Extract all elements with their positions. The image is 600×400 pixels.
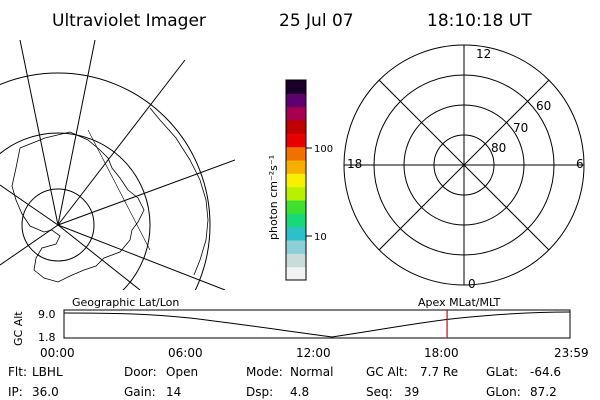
glat-value: -64.6 xyxy=(530,365,561,379)
altitude-timeline: Geographic Lat/Lon Apex MLat/MLT GC Alt … xyxy=(12,296,589,360)
polar-label-18: 18 xyxy=(347,157,362,171)
longitude-line xyxy=(57,224,226,290)
gcalt-label: GC Alt: xyxy=(366,365,408,379)
glon-value: 87.2 xyxy=(530,385,557,399)
mode-label: Mode: xyxy=(246,365,283,379)
colorbar-tick-10: 10 xyxy=(314,232,327,243)
colorbar-swatch xyxy=(286,80,306,94)
timeline-tick-0: 00:00 xyxy=(40,346,75,360)
colorbar-swatch xyxy=(286,213,306,228)
colorbar-swatch xyxy=(286,200,306,214)
polar-label-60: 60 xyxy=(536,99,551,113)
time-label: 18:10:18 UT xyxy=(427,11,532,31)
polar-label-80: 80 xyxy=(491,141,506,155)
colorbar-swatch xyxy=(286,133,306,148)
polar-label-0: 0 xyxy=(468,277,476,291)
polar-axis-diagonal xyxy=(378,79,550,251)
filter-value: LBHL xyxy=(32,365,63,379)
colorbar-swatch xyxy=(286,120,306,134)
longitude-line xyxy=(57,159,235,226)
colorbar-tick-100: 100 xyxy=(314,144,333,155)
longitude-line xyxy=(57,224,141,290)
polar-plot xyxy=(343,44,585,286)
longitude-line xyxy=(57,59,186,226)
colorbar-swatch xyxy=(286,240,306,254)
gain-value: 14 xyxy=(166,385,181,399)
glat-label: GLat: xyxy=(486,365,518,379)
timeline-tick-4: 23:59 xyxy=(554,346,589,360)
polar-label-70: 70 xyxy=(513,121,528,135)
continent-outline xyxy=(11,131,145,283)
colorbar-swatch xyxy=(286,93,306,108)
color-bar: 100 10 photon cm⁻²s⁻¹ xyxy=(267,79,333,281)
coastline xyxy=(149,107,209,276)
polar-label-6: 6 xyxy=(576,157,584,171)
seq-value: 39 xyxy=(404,385,419,399)
timeline-ymax: 9.0 xyxy=(38,308,56,321)
longitude-line xyxy=(19,40,59,226)
colorbar-swatch xyxy=(286,173,306,188)
gain-label: Gain: xyxy=(124,385,156,399)
timeline-right-caption: Apex MLat/MLT xyxy=(418,296,501,309)
dsp-value: 4.8 xyxy=(290,385,309,399)
longitude-line xyxy=(0,224,59,266)
colorbar-swatch xyxy=(286,146,306,161)
gcalt-value: 7.7 Re xyxy=(420,365,458,379)
timeline-tick-3: 18:00 xyxy=(424,346,459,360)
timeline-left-caption: Geographic Lat/Lon xyxy=(72,296,179,309)
latitude-circle xyxy=(0,132,151,290)
parameter-footer: Flt: LBHL Door: Open Mode: Normal GC Alt… xyxy=(8,365,561,399)
colorbar-swatch xyxy=(286,266,306,281)
colorbar-swatch xyxy=(286,226,306,241)
colorbar-swatch xyxy=(286,160,306,174)
date-label: 25 Jul 07 xyxy=(279,11,354,31)
timeline-frame xyxy=(63,309,571,339)
altitude-curve xyxy=(63,311,571,338)
timeline-tick-2: 12:00 xyxy=(296,346,331,360)
filter-label: Flt: xyxy=(8,365,27,379)
colorbar-swatch xyxy=(286,186,306,201)
ip-value: 36.0 xyxy=(32,385,59,399)
timeline-tick-1: 06:00 xyxy=(168,346,203,360)
timeline-axis-title: GC Alt xyxy=(12,311,25,346)
instrument-title: Ultraviolet Imager xyxy=(52,11,206,31)
mode-value: Normal xyxy=(290,365,333,379)
meridian-edge xyxy=(87,129,151,251)
glon-label: GLon: xyxy=(486,385,521,399)
seq-label: Seq: xyxy=(366,385,393,399)
colorbar-unit-label: photon cm⁻²s⁻¹ xyxy=(267,155,280,240)
dsp-label: Dsp: xyxy=(246,385,273,399)
colorbar-swatch xyxy=(286,106,306,121)
door-value: Open xyxy=(166,365,198,379)
latitude-circle xyxy=(0,72,211,290)
timeline-ymin: 1.8 xyxy=(38,331,56,344)
longitude-line xyxy=(0,184,59,226)
geographic-map-panel xyxy=(0,40,235,290)
longitude-line xyxy=(57,40,96,226)
polar-label-12: 12 xyxy=(476,47,491,61)
ip-label: IP: xyxy=(8,385,23,399)
colorbar-swatch xyxy=(286,253,306,268)
latitude-circle xyxy=(21,188,95,262)
door-label: Door: xyxy=(124,365,157,379)
